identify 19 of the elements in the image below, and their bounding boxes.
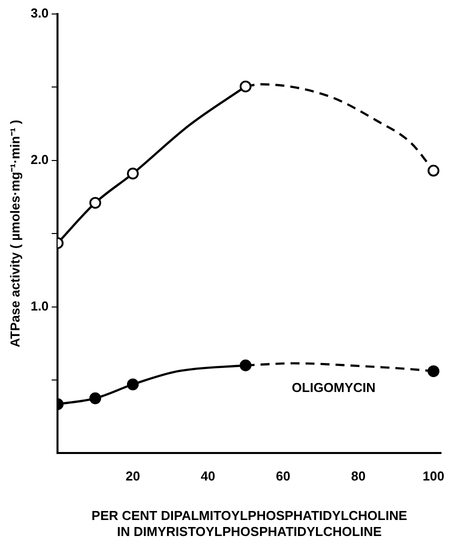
point bbox=[126, 378, 139, 390]
y-tick-label: 1.0 bbox=[30, 298, 49, 314]
x-tick-label: 100 bbox=[422, 468, 444, 484]
y-tick-label: 2.0 bbox=[30, 152, 49, 167]
point bbox=[240, 359, 252, 372]
x-axis-title: PER CENT DIPALMITOYLPHOSPHATIDYLCHOLINE IN DIMYRISTOYLPHOSPHATIDYLCHOLINE bbox=[92, 508, 408, 539]
annotation: OLIGOMYCIN bbox=[292, 380, 376, 396]
y-tick-label: 3.0 bbox=[30, 6, 49, 21]
x-tick-label: 60 bbox=[276, 468, 290, 484]
point bbox=[89, 196, 102, 209]
x-tick-label: 80 bbox=[351, 468, 366, 484]
point bbox=[428, 365, 440, 378]
x-tick-label: 40 bbox=[200, 468, 216, 484]
point bbox=[240, 80, 252, 92]
point bbox=[89, 392, 102, 404]
point bbox=[428, 164, 440, 177]
point bbox=[126, 168, 139, 180]
y-axis-title: ATPase activity ( µmoles·mg⁻¹·min⁻¹ ) bbox=[7, 120, 22, 348]
x-tick-label: 20 bbox=[126, 468, 140, 484]
